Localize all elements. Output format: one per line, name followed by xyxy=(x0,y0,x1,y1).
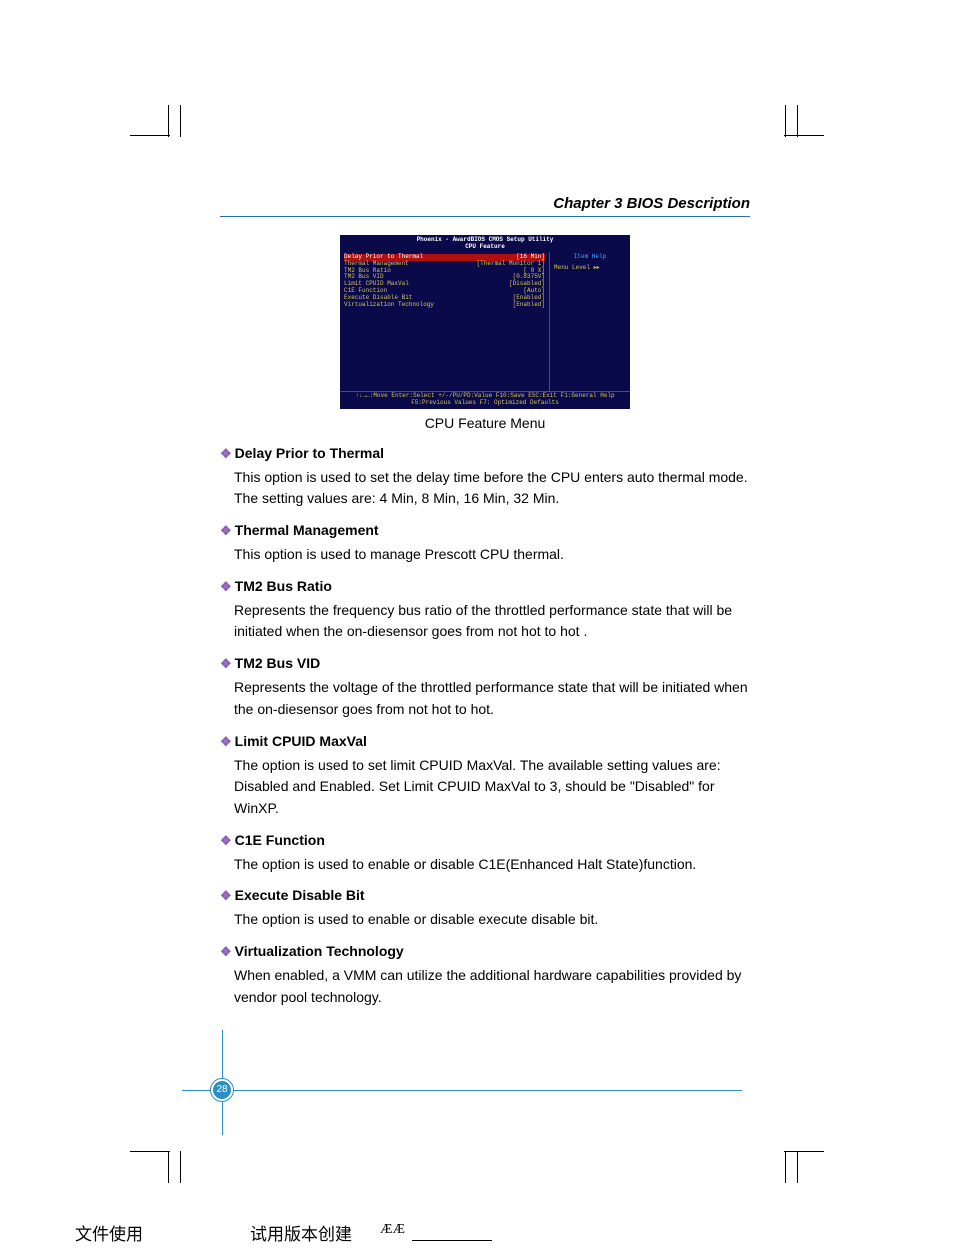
section: ❖C1E Function The option is used to enabl… xyxy=(220,832,750,876)
crop-mark xyxy=(784,135,824,136)
bios-screenshot: Phoenix - AwardBIOS CMOS Setup Utility C… xyxy=(340,235,630,409)
section-title: ❖Delay Prior to Thermal xyxy=(220,445,750,462)
crop-mark xyxy=(130,135,170,136)
bios-left-panel: Delay Prior to Thermal[16 Min]Thermal Ma… xyxy=(340,252,550,391)
chapter-header: Chapter 3 BIOS Description xyxy=(220,195,750,217)
footer-underline xyxy=(412,1240,492,1241)
crop-mark xyxy=(168,105,169,137)
bullet-icon: ❖ xyxy=(220,888,232,903)
section: ❖TM2 Bus VID Represents the voltage of th… xyxy=(220,655,750,720)
crop-mark xyxy=(180,105,181,137)
bios-footer-line2: F5:Previous Values F7: Optimized Default… xyxy=(340,400,630,407)
bios-body: Delay Prior to Thermal[16 Min]Thermal Ma… xyxy=(340,252,630,391)
crop-mark xyxy=(784,1151,824,1152)
bullet-icon: ❖ xyxy=(220,523,232,538)
ornament-hline xyxy=(182,1090,742,1091)
section-title: ❖Virtualization Technology xyxy=(220,943,750,960)
crop-mark xyxy=(797,1151,798,1183)
bullet-icon: ❖ xyxy=(220,656,232,671)
section-body: This option is used to manage Prescott C… xyxy=(220,544,750,566)
bios-footer: ↑↓→←:Move Enter:Select +/-/PU/PD:Value F… xyxy=(340,391,630,409)
pdf-footer: 文件使用 试用版本创建 ÆÆ xyxy=(0,1220,954,1250)
section-body: This option is used to set the delay tim… xyxy=(220,467,750,510)
section: ❖Delay Prior to Thermal This option is us… xyxy=(220,445,750,510)
sections-container: ❖Delay Prior to ThermalThis option is us… xyxy=(220,445,750,1009)
footer-text-1: 文件使用 xyxy=(75,1220,143,1245)
crop-mark xyxy=(180,1151,181,1183)
bios-item-label: Virtualization Technology xyxy=(344,302,513,309)
bullet-icon: ❖ xyxy=(220,446,232,461)
section-title: ❖TM2 Bus VID xyxy=(220,655,750,672)
bios-spacer xyxy=(344,309,545,389)
section-title: ❖Limit CPUID MaxVal xyxy=(220,733,750,750)
section-body: The option is used to enable or disable … xyxy=(220,854,750,876)
section-title-text: C1E Function xyxy=(235,832,325,848)
section-title: ❖C1E Function xyxy=(220,832,750,849)
page-ornament: 28 xyxy=(192,1030,282,1120)
crop-mark xyxy=(168,1151,169,1183)
bios-help-panel: Item Help Menu Level ▸▸ xyxy=(550,252,630,391)
crop-mark xyxy=(785,105,786,137)
section-title: ❖Execute Disable Bit xyxy=(220,887,750,904)
section-body: When enabled, a VMM can utilize the addi… xyxy=(220,965,750,1008)
section-title: ❖Thermal Management xyxy=(220,522,750,539)
section-title-text: Delay Prior to Thermal xyxy=(235,445,384,461)
bios-item-value: [Enabled] xyxy=(513,302,545,309)
section: ❖Execute Disable Bit The option is used t… xyxy=(220,887,750,931)
bullet-icon: ❖ xyxy=(220,944,232,959)
bios-title-line2: CPU Feature xyxy=(340,244,630,251)
bullet-icon: ❖ xyxy=(220,734,232,749)
section: ❖Limit CPUID MaxVal The option is used to… xyxy=(220,733,750,820)
footer-text-2: 试用版本创建 xyxy=(250,1220,352,1245)
footer-text-3: ÆÆ xyxy=(380,1222,405,1238)
bios-help-menu: Menu Level ▸▸ xyxy=(554,265,626,272)
section-body: The option is used to enable or disable … xyxy=(220,909,750,931)
section-body: The option is used to set limit CPUID Ma… xyxy=(220,755,750,820)
bios-caption: CPU Feature Menu xyxy=(220,415,750,431)
section-body: Represents the frequency bus ratio of th… xyxy=(220,600,750,643)
bios-item-row: Virtualization Technology[Enabled] xyxy=(344,302,545,309)
section: ❖Thermal Management This option is used t… xyxy=(220,522,750,566)
bullet-icon: ❖ xyxy=(220,579,232,594)
bullet-icon: ❖ xyxy=(220,833,232,848)
page-content: Chapter 3 BIOS Description Phoenix - Awa… xyxy=(220,195,750,1020)
section-title-text: Virtualization Technology xyxy=(235,943,404,959)
section-title-text: Execute Disable Bit xyxy=(235,887,365,903)
section-title-text: TM2 Bus Ratio xyxy=(235,578,332,594)
section-title-text: Limit CPUID MaxVal xyxy=(235,733,367,749)
crop-mark xyxy=(797,105,798,137)
section: ❖Virtualization Technology When enabled, … xyxy=(220,943,750,1008)
page-number: 28 xyxy=(213,1081,231,1099)
section-body: Represents the voltage of the throttled … xyxy=(220,677,750,720)
bios-help-title: Item Help xyxy=(554,254,626,261)
section: ❖TM2 Bus Ratio Represents the frequency b… xyxy=(220,578,750,643)
bios-title: Phoenix - AwardBIOS CMOS Setup Utility C… xyxy=(340,235,630,252)
section-title: ❖TM2 Bus Ratio xyxy=(220,578,750,595)
crop-mark xyxy=(785,1151,786,1183)
section-title-text: TM2 Bus VID xyxy=(235,655,321,671)
section-title-text: Thermal Management xyxy=(235,522,379,538)
crop-mark xyxy=(130,1151,170,1152)
